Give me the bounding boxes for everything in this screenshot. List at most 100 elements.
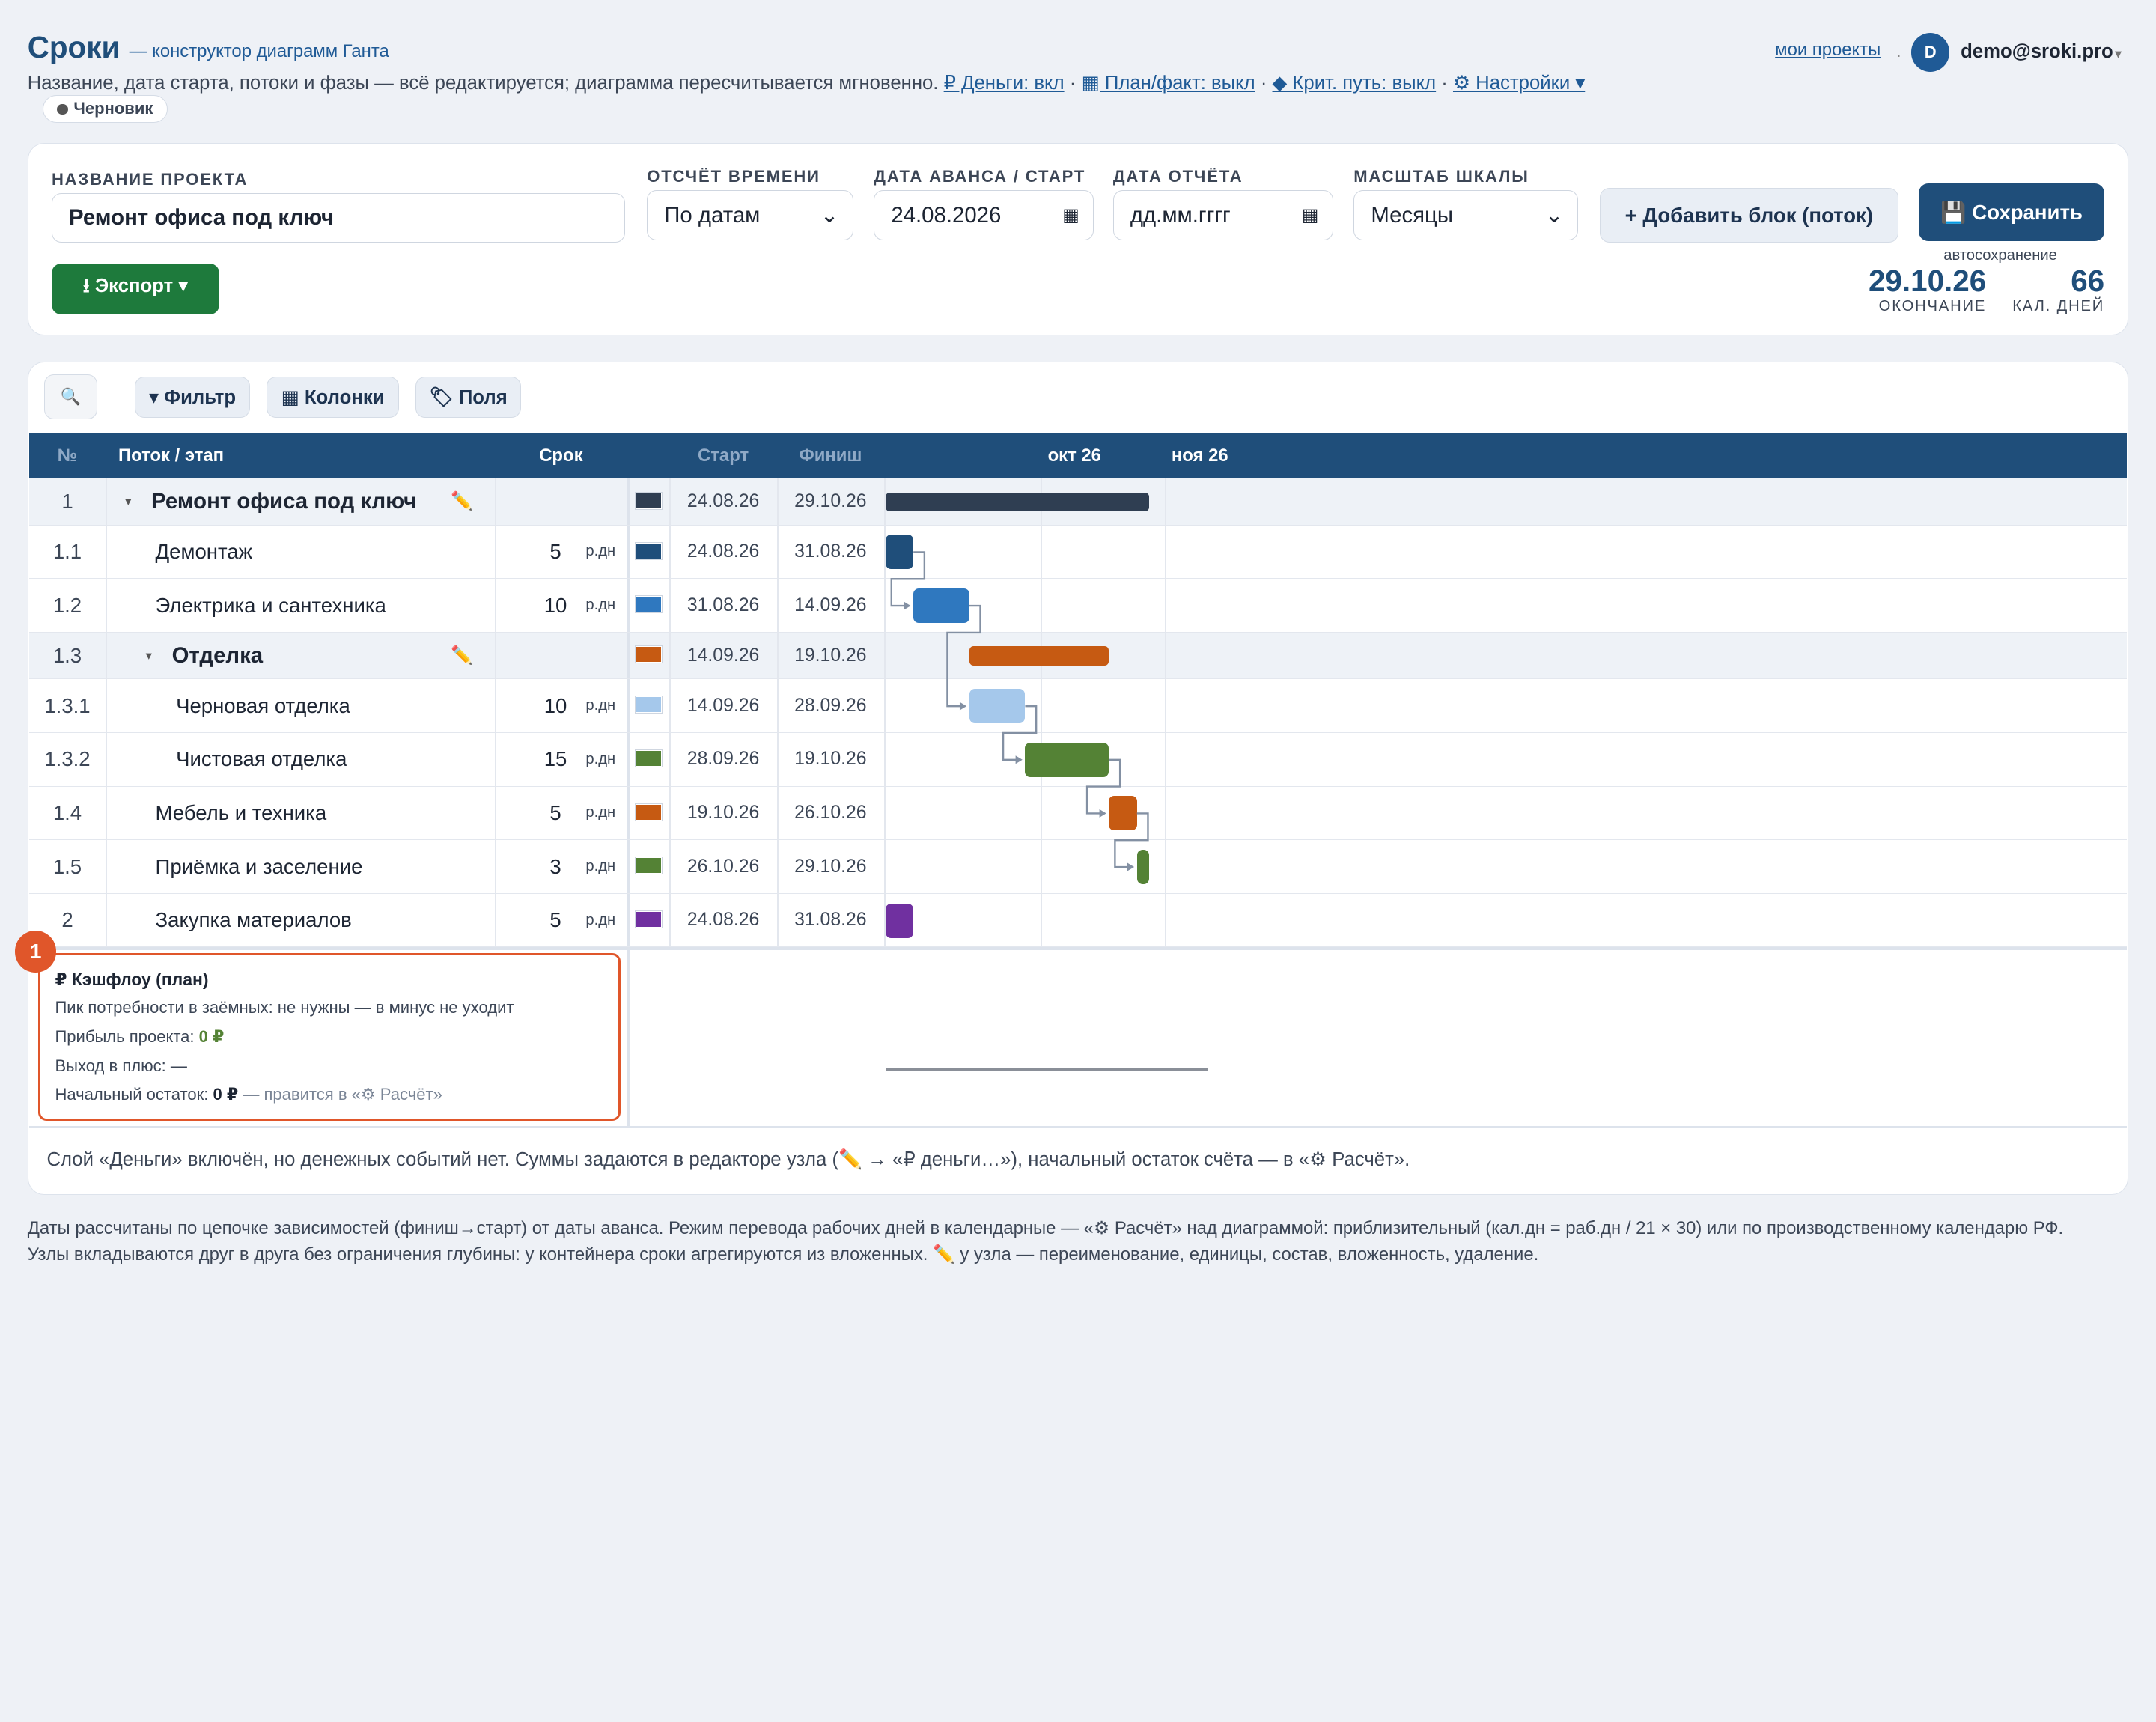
columns-button[interactable]: ▦ Колонки xyxy=(267,377,399,419)
row-name: Отделка xyxy=(171,642,264,668)
column-rule xyxy=(1041,579,1043,632)
avatar[interactable]: D xyxy=(1911,33,1950,72)
description: Название, дата старта, потоки и фазы — в… xyxy=(27,72,939,94)
column-rule xyxy=(1164,786,1166,840)
table-row: 1.1 Демонтаж 5 р.дн 24.08.26 31.08.26 xyxy=(28,525,2128,579)
row-number: 1 xyxy=(61,489,73,513)
column-rule xyxy=(776,579,779,632)
start-date: 14.09.26 xyxy=(686,695,760,716)
color-swatch[interactable] xyxy=(634,857,663,875)
days-label: КАЛ. ДНЕЙ xyxy=(2012,297,2105,314)
column-header: Срок xyxy=(539,445,583,466)
color-swatch[interactable] xyxy=(634,491,663,510)
color-swatch[interactable] xyxy=(634,645,663,664)
color-swatch[interactable] xyxy=(634,749,663,768)
row-number: 2 xyxy=(61,908,73,932)
finish-date: 14.09.26 xyxy=(794,594,867,615)
toggle[interactable]: ₽ Деньги: вкл xyxy=(943,72,1065,94)
row-name: Черновая отделка xyxy=(176,693,350,717)
toggle[interactable]: ⚙ Настройки ▾ xyxy=(1452,72,1586,94)
column-rule xyxy=(495,478,497,525)
row-name: Электрика и сантехника xyxy=(155,593,386,617)
filter-button[interactable]: ▾ Фильтр xyxy=(134,377,251,419)
task-bar[interactable] xyxy=(1025,742,1109,777)
scale-select[interactable]: Месяцы ⌄ xyxy=(1353,190,1578,240)
column-rule xyxy=(669,786,672,840)
duration: 5 xyxy=(549,539,561,563)
toggle[interactable]: ◆ Крит. путь: выкл xyxy=(1272,72,1437,94)
column-rule xyxy=(106,679,108,732)
color-swatch[interactable] xyxy=(634,595,663,614)
task-bar[interactable] xyxy=(885,535,914,570)
color-swatch[interactable] xyxy=(634,696,663,714)
collapse-toggle[interactable]: ▾ xyxy=(125,493,132,508)
toggle[interactable]: ▦ План/факт: выкл xyxy=(1081,72,1255,94)
cashflow-peak: Пик потребности в заёмных: не нужны — в … xyxy=(55,998,514,1017)
column-rule xyxy=(627,786,630,840)
column-rule xyxy=(495,732,497,786)
column-rule xyxy=(627,679,630,732)
edit-icon[interactable]: ✏️ xyxy=(451,645,474,666)
edit-icon[interactable]: ✏️ xyxy=(451,491,474,512)
user-caret[interactable]: ▾ xyxy=(2114,45,2122,61)
finish-date: 28.09.26 xyxy=(794,695,867,716)
group-bar[interactable] xyxy=(969,646,1109,666)
color-swatch[interactable] xyxy=(634,541,663,560)
autosave: автосохранение xyxy=(1943,246,2057,264)
row-number: 1.2 xyxy=(52,593,82,617)
group-bar[interactable] xyxy=(885,492,1149,512)
task-bar[interactable] xyxy=(1136,850,1149,884)
task-bar[interactable] xyxy=(913,588,969,623)
fields-button[interactable]: 🏷 Поля xyxy=(415,377,522,419)
start-date: 28.09.26 xyxy=(686,749,760,770)
column-rule xyxy=(1041,893,1043,947)
duration: 15 xyxy=(543,747,567,771)
duration: 3 xyxy=(549,854,561,878)
column-rule xyxy=(495,525,497,579)
column-rule xyxy=(106,579,108,632)
finish-date: 19.10.26 xyxy=(794,749,867,770)
value: 0 ₽ xyxy=(213,1085,239,1104)
table-row: 1 Ремонт офиса под ключ ▾ ✏️ 24.08.26 29.10.2… xyxy=(28,478,2128,526)
add-block-button[interactable]: + Добавить блок (поток) xyxy=(1600,187,1898,243)
column-rule xyxy=(669,840,672,893)
nav-link[interactable]: мои проекты xyxy=(1775,40,1881,61)
task-bar[interactable] xyxy=(969,689,1026,724)
color-swatch[interactable] xyxy=(634,803,663,821)
app-subtitle: — конструктор диаграмм Ганта xyxy=(129,41,389,62)
end-label: ОКОНЧАНИЕ xyxy=(1878,297,1987,314)
table-row: 1.3 Отделка ▾ ✏️ 14.09.26 19.10.26 xyxy=(28,632,2128,680)
unit: р.дн xyxy=(585,543,616,560)
column-rule xyxy=(106,893,108,947)
project-name-input[interactable]: Ремонт офиса под ключ xyxy=(51,193,625,243)
color-swatch[interactable] xyxy=(634,910,663,929)
unit: р.дн xyxy=(585,911,616,928)
date-value: 24.08.2026 xyxy=(891,202,1002,228)
table-row: 1.3.2 Чистовая отделка 15 р.дн 28.09.26 19.10… xyxy=(28,732,2128,787)
column-rule xyxy=(1164,732,1166,786)
collapse-toggle[interactable]: ▾ xyxy=(145,648,152,663)
duration: 10 xyxy=(543,693,567,717)
column-rule xyxy=(1164,478,1166,525)
start-date: 26.10.26 xyxy=(686,856,760,877)
search-button[interactable]: 🔍 xyxy=(43,374,98,420)
time-select[interactable]: По датам ⌄ xyxy=(647,190,853,240)
task-bar[interactable] xyxy=(1109,796,1137,831)
column-rule xyxy=(106,786,108,840)
highlight-box xyxy=(38,952,621,1122)
select-value: Месяцы xyxy=(1371,202,1453,228)
task-bar[interactable] xyxy=(885,903,914,938)
column-rule xyxy=(495,840,497,893)
status-dot xyxy=(57,103,68,115)
report-date-input[interactable]: дд.мм.гггг ▦ xyxy=(1112,190,1333,240)
column-rule xyxy=(1164,679,1166,732)
column-rule xyxy=(883,632,886,679)
user-email[interactable]: demo@sroki.pro xyxy=(1961,41,2113,63)
money-note: Слой «Деньги» включён, но денежных событ… xyxy=(46,1148,1410,1170)
start-date-input[interactable]: 24.08.2026 ▦ xyxy=(874,190,1094,240)
finish-date: 19.10.26 xyxy=(794,645,867,666)
export-button[interactable]: ⭳ Экспорт ▾ xyxy=(51,263,219,314)
save-button[interactable]: 💾 Сохранить xyxy=(1919,183,2105,242)
label: Начальный остаток: xyxy=(55,1085,209,1104)
finish-date: 31.08.26 xyxy=(794,541,867,562)
